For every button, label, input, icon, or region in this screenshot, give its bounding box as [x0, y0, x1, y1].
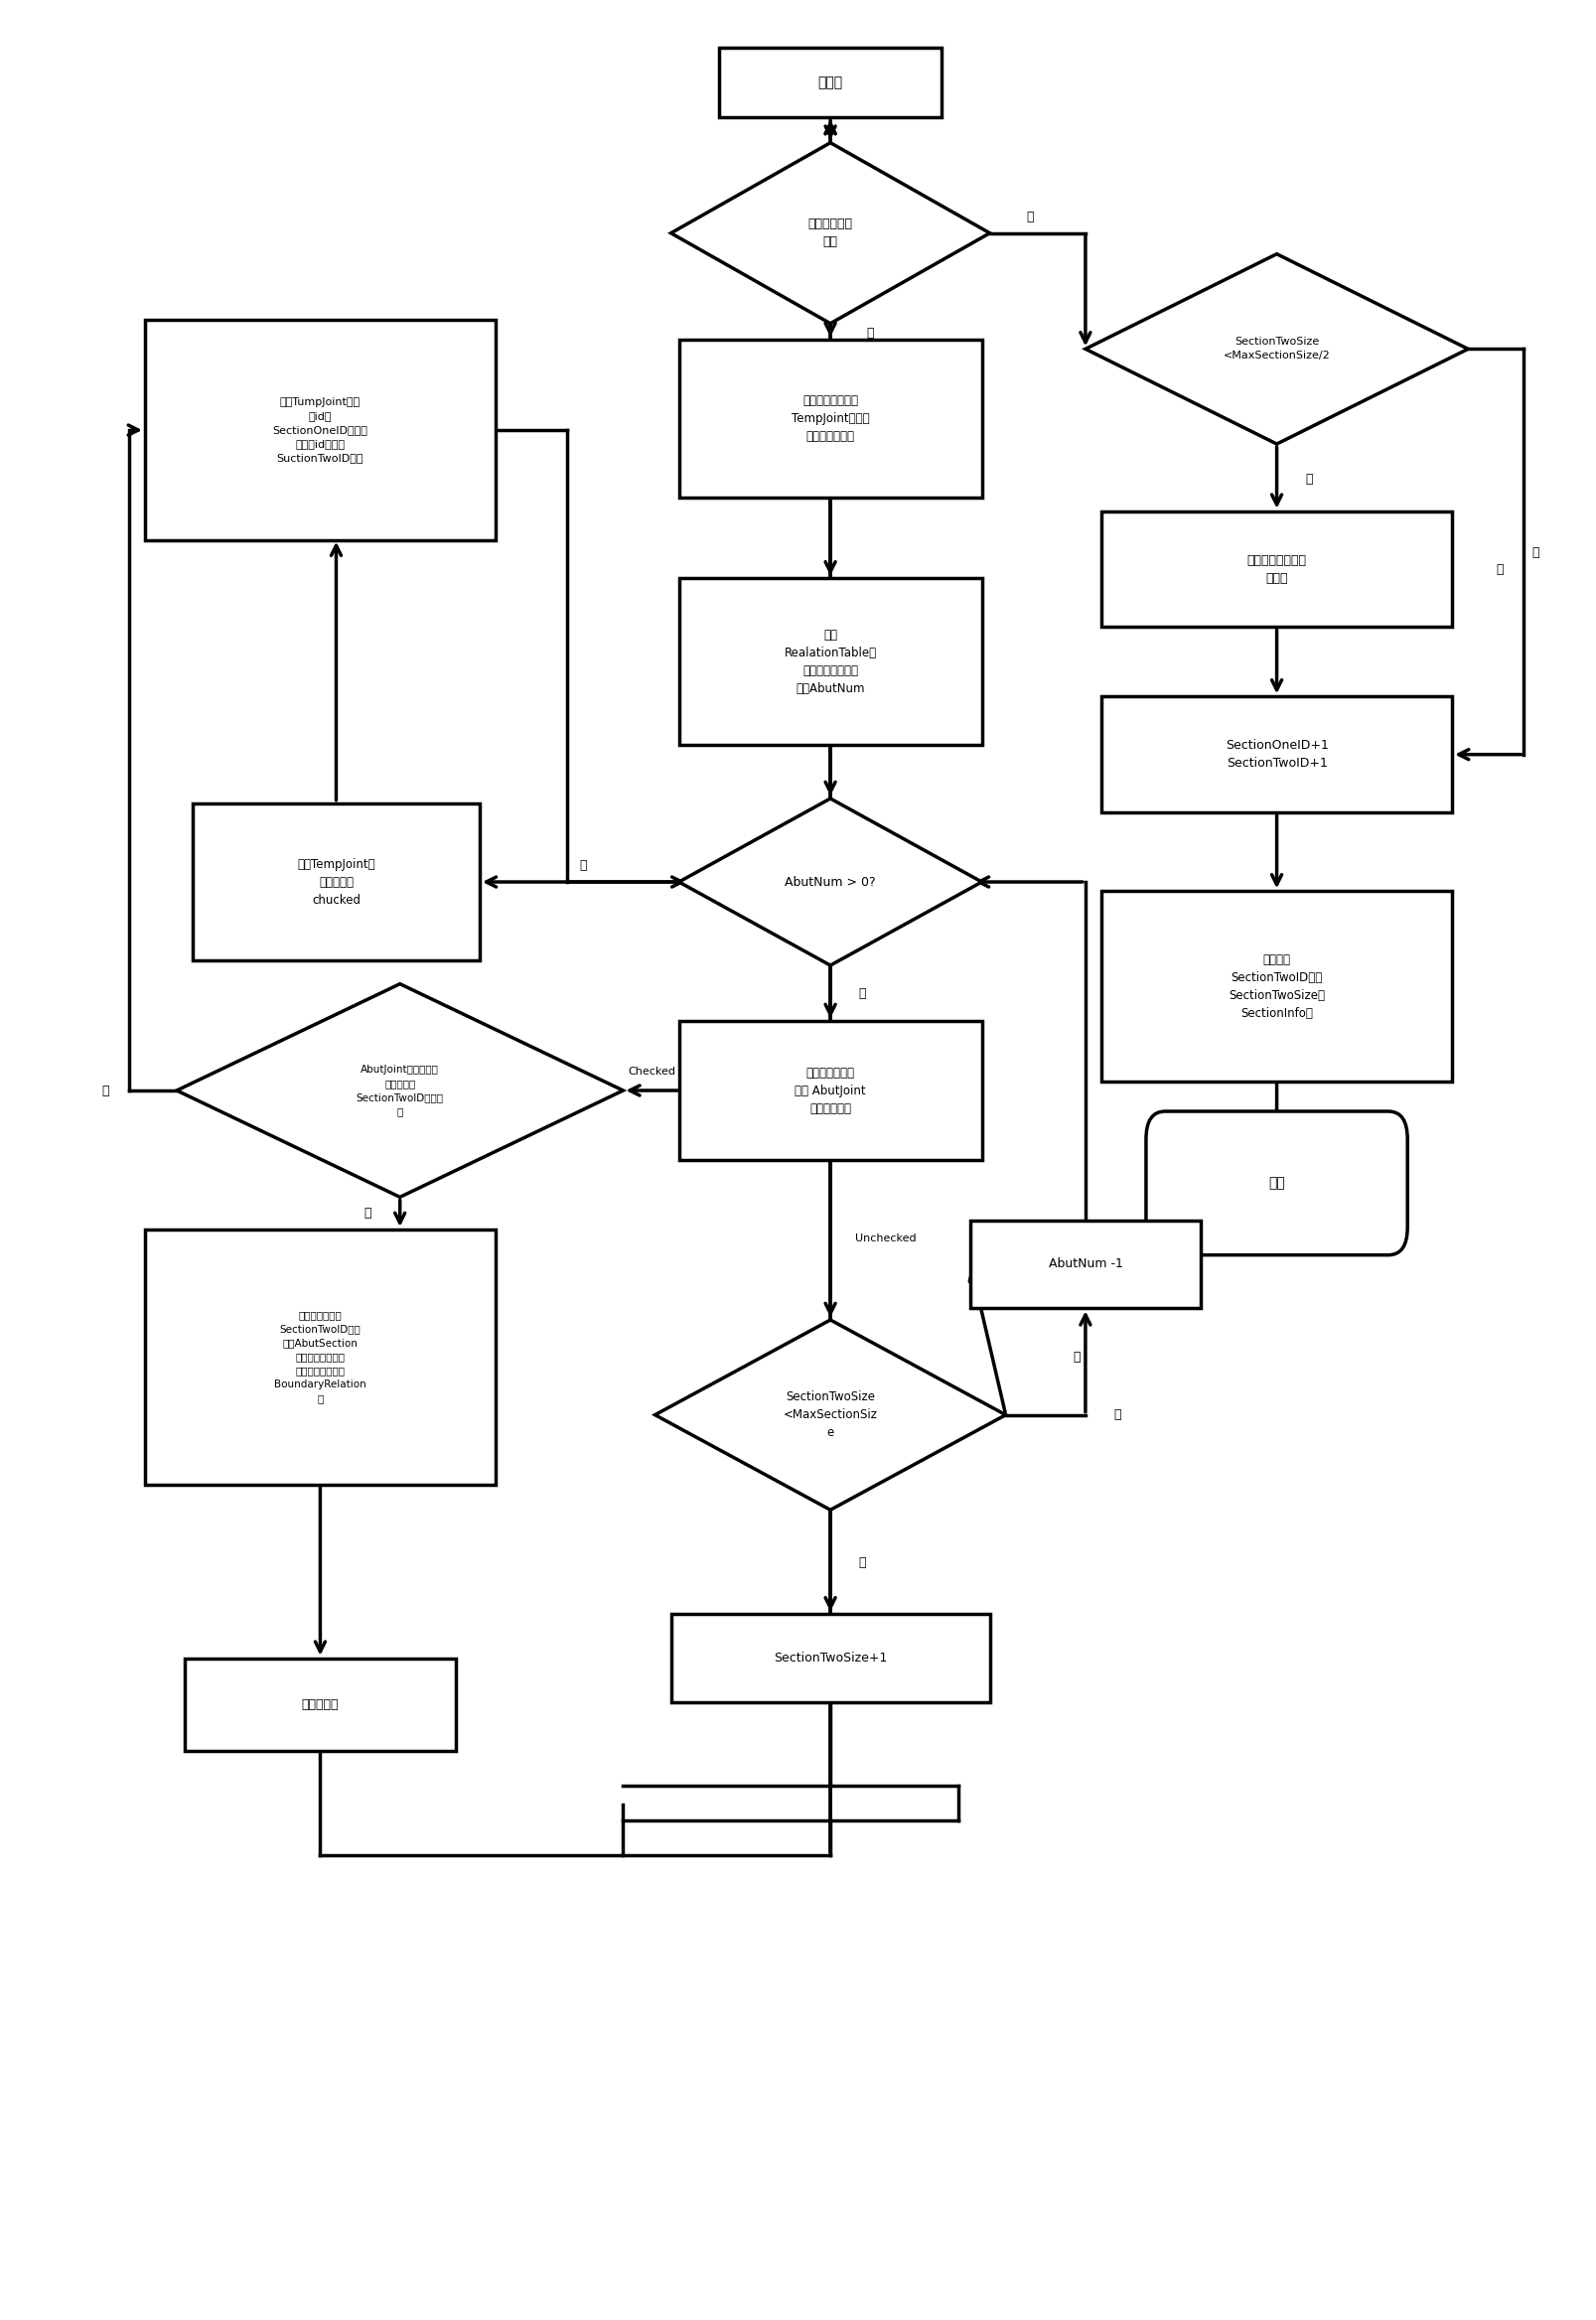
Text: 与相邻最小块合并
二级块: 与相邻最小块合并 二级块: [1246, 554, 1306, 585]
Text: 设置TumpJoint一级
块id为
SectionOneID的值，
二级块id为当前
SuctionTwoID的值: 设置TumpJoint一级 块id为 SectionOneID的值， 二级块id…: [273, 397, 367, 464]
Text: 返回: 返回: [1267, 1176, 1285, 1190]
Text: SectionTwoSize+1: SectionTwoSize+1: [772, 1652, 887, 1666]
Bar: [1101, 696, 1451, 812]
Text: AbutNum -1: AbutNum -1: [1047, 1257, 1122, 1271]
Bar: [1101, 891, 1451, 1081]
Text: 记录相邻节点的
SectionTwoID，保
存到AbutSection
中，并将相连连个
节点估信息保存到
BoundaryRelation
中: 记录相邻节点的 SectionTwoID，保 存到AbutSection 中，并…: [275, 1311, 365, 1404]
Text: 否: 否: [1073, 1350, 1079, 1364]
Bar: [678, 578, 982, 745]
Text: 是: 是: [859, 1557, 865, 1571]
Polygon shape: [177, 984, 622, 1197]
Bar: [718, 49, 942, 118]
Text: 否: 否: [1531, 548, 1539, 559]
Text: 否: 否: [579, 858, 587, 872]
Bar: [969, 1220, 1200, 1308]
Text: Unchecked: Unchecked: [855, 1234, 916, 1244]
Text: 合并一级块: 合并一级块: [302, 1698, 338, 1712]
Text: 取其中一个相邻
节点 AbutJoint
并检测其状态: 取其中一个相邻 节点 AbutJoint 并检测其状态: [795, 1067, 865, 1116]
Text: AbutNum > 0?: AbutNum > 0?: [784, 875, 875, 889]
Polygon shape: [670, 144, 990, 322]
Text: 是: 是: [1304, 473, 1312, 485]
Bar: [670, 1615, 990, 1703]
Text: 合: 合: [1495, 564, 1503, 575]
Bar: [193, 803, 479, 960]
Text: 取队列第一个元素
TempJoint，并将
其从队列中删除: 取队列第一个元素 TempJoint，并将 其从队列中删除: [792, 394, 868, 443]
Bar: [185, 1659, 455, 1752]
Text: SectionOneID+1
SectionTwoID+1: SectionOneID+1 SectionTwoID+1: [1224, 740, 1328, 770]
Text: AbutJoint的二级块号
是否与当前
SectionTwoID的值一
致: AbutJoint的二级块号 是否与当前 SectionTwoID的值一 致: [356, 1065, 444, 1116]
Text: 是: 是: [859, 986, 865, 1000]
Polygon shape: [678, 798, 982, 965]
Text: 检测队列是否
为空: 检测队列是否 为空: [808, 218, 852, 248]
FancyBboxPatch shape: [1146, 1111, 1406, 1255]
Bar: [678, 339, 982, 496]
Polygon shape: [654, 1320, 1005, 1510]
Text: 入队列: 入队列: [817, 77, 843, 90]
Text: 否: 否: [1112, 1408, 1120, 1422]
Text: 是: 是: [101, 1083, 109, 1097]
Text: 设置TempJoint节
点的状态为
chucked: 设置TempJoint节 点的状态为 chucked: [297, 858, 375, 907]
Polygon shape: [1085, 253, 1467, 443]
Text: 是: 是: [1025, 211, 1033, 223]
Text: Checked: Checked: [627, 1067, 675, 1076]
Text: 否: 否: [364, 1206, 372, 1220]
Bar: [145, 1230, 495, 1485]
Text: 否: 否: [867, 327, 873, 339]
Text: 存储当前
SectionTwoID以及
SectionTwoSize到
SectionInfo中: 存储当前 SectionTwoID以及 SectionTwoSize到 Sect…: [1227, 954, 1325, 1018]
Text: SectionTwoSize
<MaxSectionSiz
e: SectionTwoSize <MaxSectionSiz e: [782, 1390, 878, 1438]
Text: 获取
RealationTable中
与其相邻的节点的
数目AbutNum: 获取 RealationTable中 与其相邻的节点的 数目AbutNum: [784, 629, 876, 696]
Bar: [145, 320, 495, 541]
Bar: [1101, 510, 1451, 626]
Text: SectionTwoSize
<MaxSectionSize/2: SectionTwoSize <MaxSectionSize/2: [1223, 336, 1329, 362]
Bar: [678, 1021, 982, 1160]
